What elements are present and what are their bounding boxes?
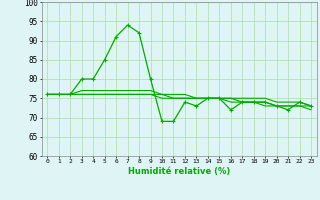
X-axis label: Humidité relative (%): Humidité relative (%) [128,167,230,176]
